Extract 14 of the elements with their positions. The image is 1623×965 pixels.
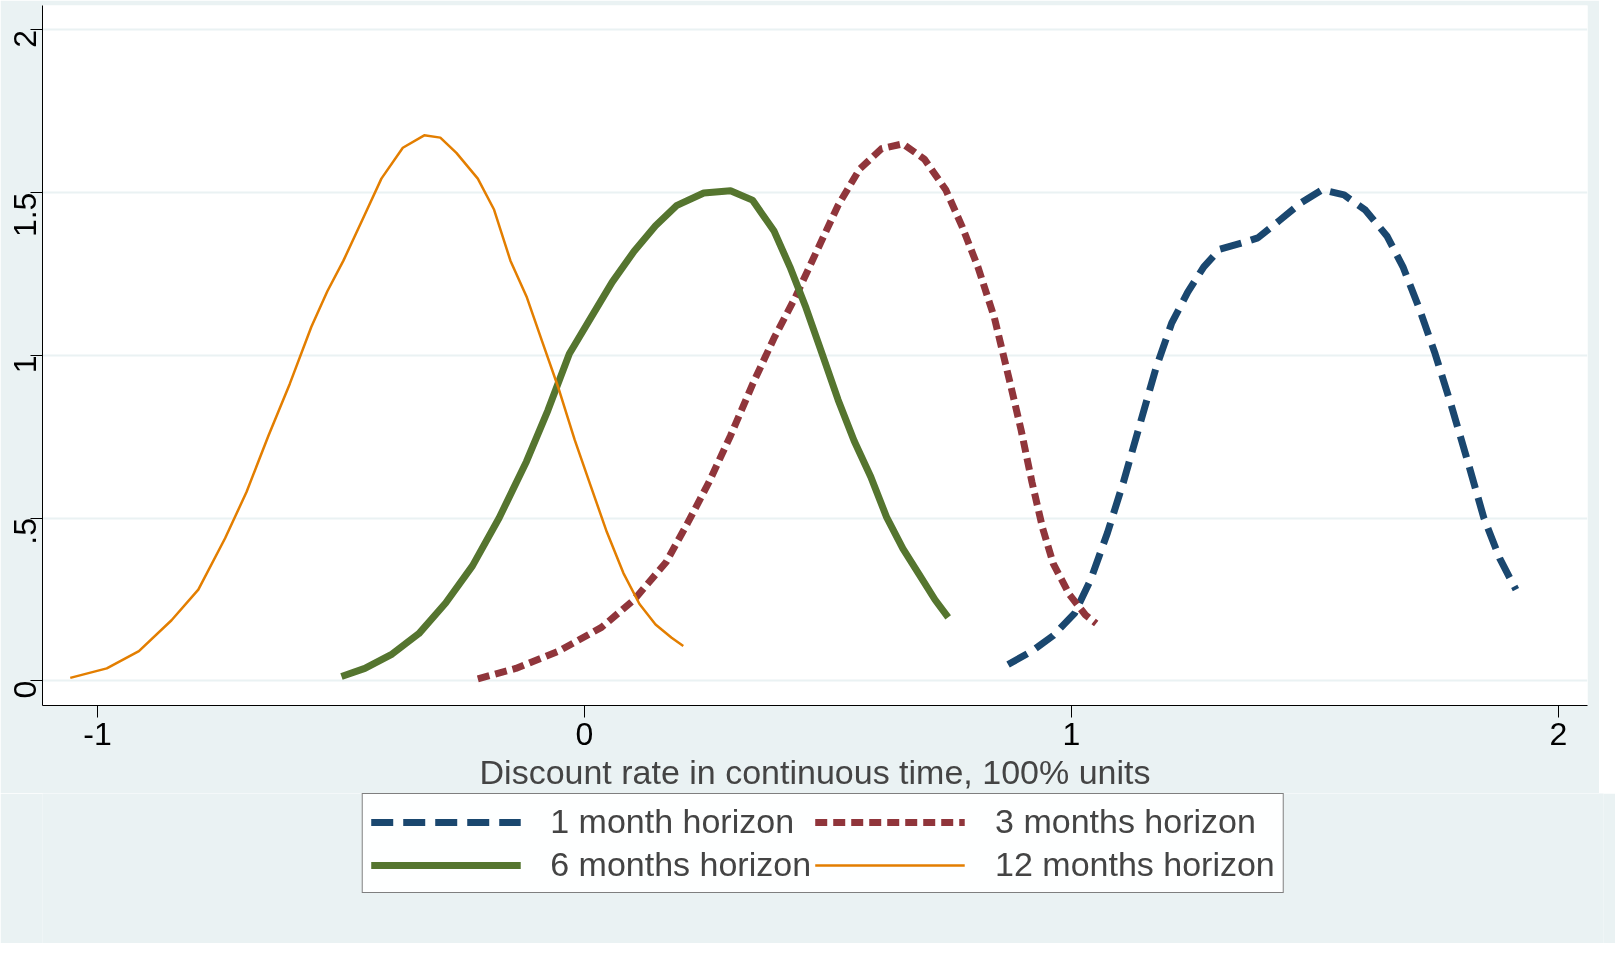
- legend-label: 6 months horizon: [550, 845, 812, 884]
- y-tick-label: 1: [7, 355, 44, 374]
- y-tick-label: 2: [7, 29, 44, 48]
- legend-label: 3 months horizon: [995, 802, 1256, 841]
- x-tick-label: 1: [1062, 715, 1081, 752]
- x-tick-label: -1: [83, 715, 112, 752]
- y-tick-label: .5: [7, 518, 44, 545]
- legend-label: 1 month horizon: [550, 802, 795, 841]
- x-axis-title: Discount rate in continuous time, 100% units: [479, 752, 1151, 791]
- y-tick-label: 0: [7, 680, 44, 699]
- x-tick-label: 2: [1549, 715, 1568, 752]
- legend-label: 12 months horizon: [995, 845, 1275, 884]
- y-tick-label: 1.5: [7, 192, 44, 238]
- x-tick-label: 0: [575, 715, 594, 752]
